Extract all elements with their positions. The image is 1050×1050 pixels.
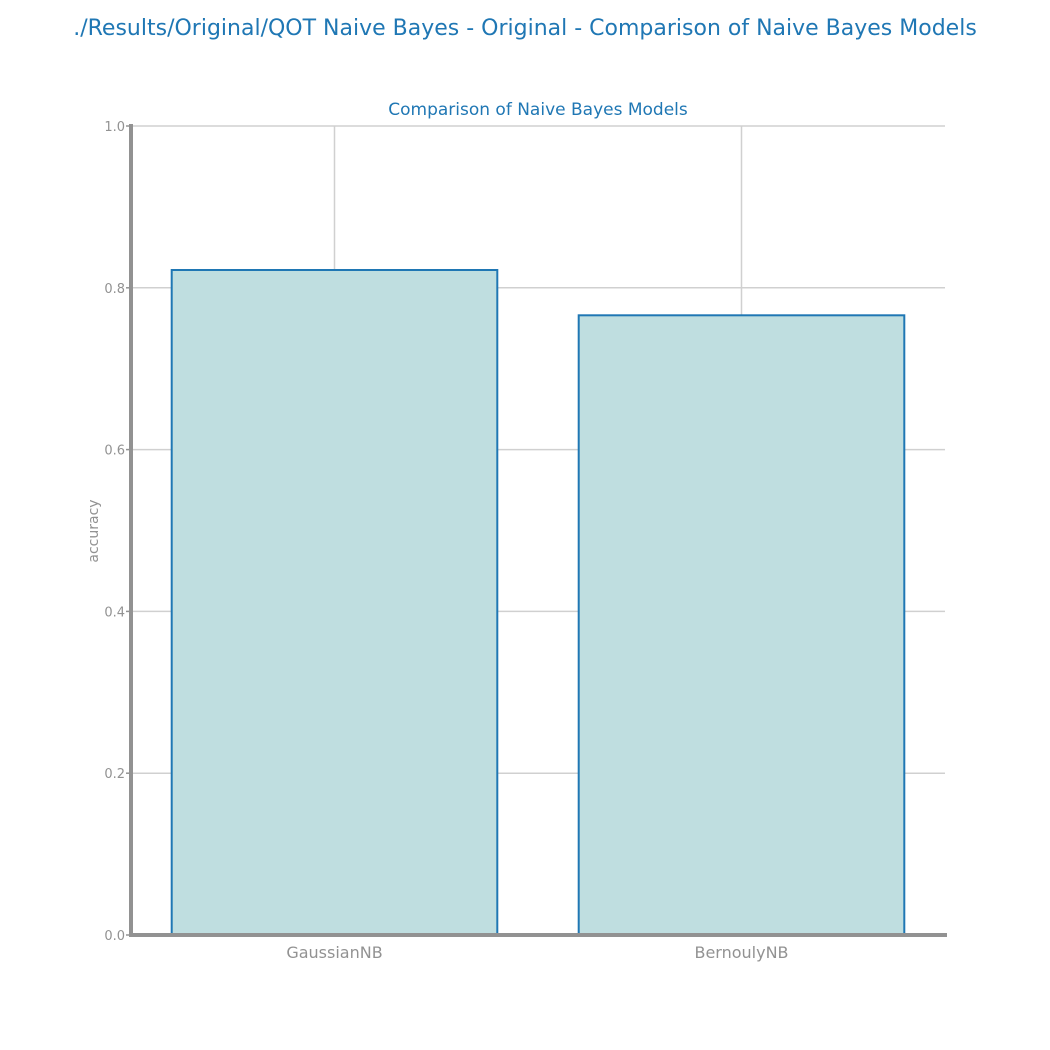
y-tick-label: 1.0	[104, 120, 125, 135]
y-tick-label: 0.8	[104, 282, 125, 297]
y-tick-label: 0.4	[104, 605, 125, 620]
x-tick-label: GaussianNB	[286, 943, 382, 962]
bar-bernoulynb	[577, 314, 906, 936]
chart-title: Comparison of Naive Bayes Models	[388, 100, 688, 120]
y-tick-label: 0.2	[104, 767, 125, 782]
bar-gaussiannb	[170, 269, 499, 936]
y-tick-label: 0.6	[104, 444, 125, 459]
axes	[126, 124, 947, 937]
y-axis-label: accuracy	[86, 499, 102, 562]
y-tick-label: 0.0	[104, 929, 125, 944]
tick-labels: 0.0 0.2 0.4 0.6 0.8 1.0 GaussianNB BernoulyNB	[104, 120, 788, 962]
x-tick-label: BernoulyNB	[694, 943, 788, 962]
figure-title: ./Results/Original/QOT Naive Bayes - Ori…	[73, 16, 977, 41]
bars	[170, 269, 906, 936]
